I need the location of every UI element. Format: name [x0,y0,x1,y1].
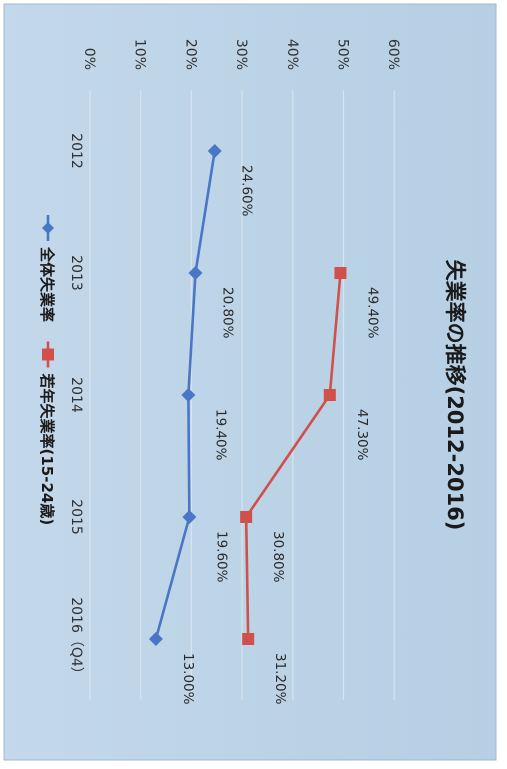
data-label: 31.20% [272,653,288,705]
data-label: 13.00% [180,653,196,705]
legend-marker [42,222,54,234]
data-point [181,388,196,402]
data-label: 24.60% [239,165,255,217]
legend-label: 全体失業率 [38,246,56,322]
y-tick-label: 60% [385,39,401,70]
grid [89,90,395,700]
legend-label: 若年失業率(15-24歳) [38,373,56,526]
data-point [207,144,222,158]
y-tick-label: 50% [335,39,351,70]
y-tick-label: 10% [132,39,148,70]
data-label: 20.80% [219,287,235,339]
data-point [242,633,255,645]
data-label: 49.40% [364,287,380,339]
category-label: 2015 [68,499,84,535]
chart-title: 失業率の推移(2012-2016) [443,260,467,531]
data-point [148,632,163,646]
category-label: 2012 [68,133,84,169]
data-point [182,510,197,524]
data-point [334,267,347,279]
category-label: 2014 [68,377,84,413]
data-label: 19.40% [212,409,228,461]
series-layer [148,144,347,646]
y-tick-label: 0% [81,48,97,70]
y-tick-label: 20% [182,39,198,70]
legend-marker [42,348,54,361]
y-tick-label: 40% [284,39,300,70]
category-label: 2016（Q4） [68,597,84,681]
category-label: 2013 [68,255,84,291]
data-point [240,511,253,523]
data-label: 47.30% [354,409,370,461]
data-point [188,266,203,280]
category-labels: 2012 2013 2014 2015 2016（Q4） [68,133,84,681]
data-point [323,389,336,401]
data-label: 30.80% [270,531,286,583]
y-tick-label: 30% [233,39,249,70]
y-tick-labels: 0% 10% 20% 30% 40% 50% 60% [81,39,401,70]
data-label: 19.60% [213,531,229,583]
series-line [244,272,342,640]
data-labels: 24.60% 20.80% 19.40% 19.60% 13.00% 49.40% 47.3… [180,165,381,705]
